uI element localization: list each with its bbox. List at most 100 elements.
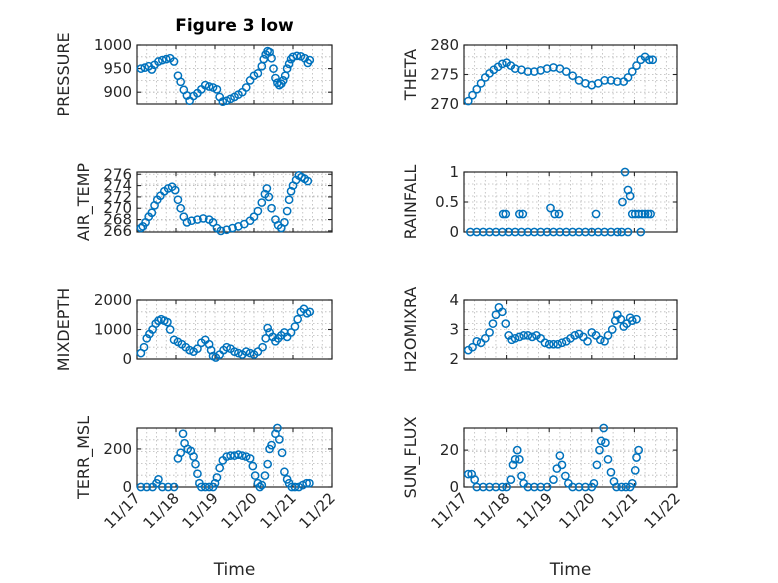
data-point [540, 338, 550, 348]
data-point [632, 61, 641, 71]
data-point [170, 185, 180, 195]
data-point [523, 67, 533, 76]
data-point [488, 319, 498, 328]
subplot-4: 0 0.5 1 RAINFALL [401, 163, 678, 241]
data-point [623, 227, 633, 237]
data-point [249, 212, 259, 222]
data-point [512, 445, 522, 455]
y-tick-label: 266 [103, 222, 132, 240]
data-point [200, 80, 210, 90]
data-point [193, 215, 202, 224]
y-tick-label: 0 [122, 478, 132, 496]
data-point [550, 209, 560, 219]
data-point [617, 482, 626, 492]
data-point [561, 67, 571, 76]
data-point [574, 227, 584, 237]
data-point [173, 195, 183, 205]
data-point [634, 209, 644, 219]
y-tick-label: 0 [449, 478, 459, 496]
data-point [546, 203, 555, 213]
x-tick-label: 11/22 [296, 489, 339, 532]
axes-frame [136, 44, 333, 105]
data-point [136, 64, 146, 73]
data-point [262, 184, 272, 193]
y-axis-label: RAINFALL [401, 165, 420, 240]
data-point [218, 97, 228, 106]
y-tick-label: 268 [103, 211, 132, 229]
data-point [648, 55, 658, 65]
data-point [228, 223, 237, 233]
data-point [178, 429, 188, 439]
data-point [596, 436, 606, 446]
data-point [277, 448, 287, 458]
data-point [260, 471, 270, 480]
data-point [552, 464, 562, 473]
data-point [280, 218, 289, 227]
data-point [617, 227, 626, 237]
subplot-1: 900 950 1000 PRESSURE Figure 3 low [54, 16, 333, 117]
data-point [515, 209, 524, 219]
y-tick-label: 270 [430, 95, 459, 113]
x-tick-label: 11/21 [257, 489, 300, 532]
data-point [601, 438, 610, 448]
data-point [523, 331, 533, 340]
data-point [527, 332, 537, 342]
data-point [518, 209, 528, 219]
data-point [230, 347, 239, 356]
y-tick-label: 200 [103, 440, 132, 458]
axes-frame [136, 171, 333, 233]
data-point [463, 96, 473, 106]
data-point [497, 307, 507, 317]
data-point [290, 322, 300, 331]
data-point [204, 482, 214, 492]
y-tick-label: 4 [449, 291, 459, 309]
data-point [515, 332, 524, 342]
data-point [257, 198, 267, 207]
data-point [241, 83, 251, 92]
data-point [599, 423, 609, 433]
data-point [245, 454, 255, 463]
data-point [529, 482, 539, 492]
y-axis-label: TERR_MSL [74, 416, 94, 500]
data-point [517, 227, 526, 237]
data-point [286, 186, 296, 196]
y-tick-label: 0.5 [435, 193, 459, 211]
subplot-7: 020011/1711/1811/1911/2011/2111/22TERR_M… [74, 416, 339, 580]
data-point [271, 429, 280, 439]
data-point [646, 209, 655, 219]
y-axis-label: MIXDEPTH [54, 288, 73, 371]
y-tick-label: 1000 [94, 321, 132, 339]
data-point [536, 482, 546, 492]
data-point [568, 482, 577, 492]
data-point [517, 471, 526, 481]
data-point [305, 55, 315, 65]
y-axis-label: THETA [401, 49, 420, 101]
data-point [284, 195, 294, 205]
data-point [476, 79, 486, 88]
x-axis-label: Time [549, 560, 592, 580]
data-point [139, 342, 149, 352]
data-point [222, 342, 232, 352]
data-point [549, 475, 558, 484]
data-point [591, 209, 601, 219]
data-point [468, 342, 477, 352]
data-point [267, 53, 276, 63]
data-point [593, 227, 603, 237]
data-point [557, 338, 567, 348]
data-point [282, 206, 292, 216]
x-axis-label: Time [213, 560, 256, 580]
data-point [549, 339, 558, 349]
y-tick-label: 0 [449, 223, 459, 241]
data-point [147, 208, 157, 218]
data-point [292, 51, 302, 61]
data-point [502, 482, 511, 492]
y-axis-label: H2OMIXRA [401, 287, 420, 373]
data-point [185, 345, 194, 355]
data-point [176, 203, 186, 213]
data-point [468, 90, 477, 100]
data-point [189, 452, 198, 461]
data-point [606, 227, 616, 237]
y-axis-label: PRESSURE [54, 32, 73, 116]
